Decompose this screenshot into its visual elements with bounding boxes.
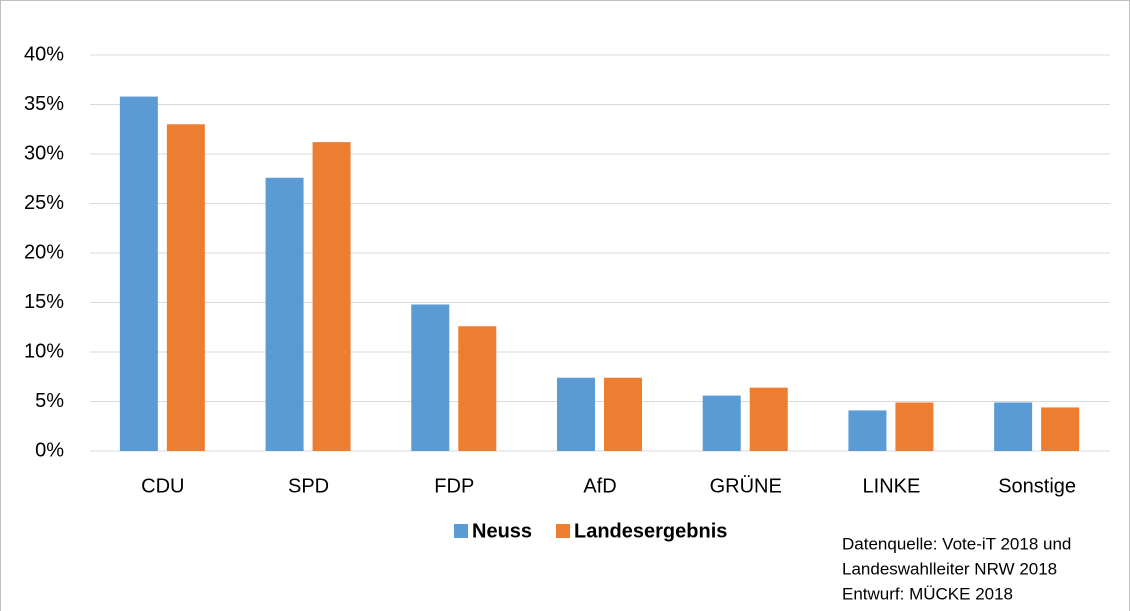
bar <box>166 124 205 452</box>
bar <box>1041 407 1080 451</box>
y-tick-label: 25% <box>24 192 64 214</box>
y-tick-label: 0% <box>35 439 64 461</box>
bar <box>604 377 642 451</box>
bar <box>702 395 741 451</box>
annotation: Datenquelle: Vote-iT 2018 und <box>842 534 1071 553</box>
y-tick-label: 40% <box>24 43 64 65</box>
annotation: Landeswahlleiter NRW 2018 <box>842 559 1057 578</box>
annotation: Entwurf: MÜCKE 2018 <box>842 584 1013 603</box>
bar <box>411 304 450 451</box>
bar <box>119 96 158 451</box>
y-tick-label: 15% <box>24 291 64 313</box>
legend-swatch <box>454 524 468 538</box>
x-tick-label: AfD <box>583 475 616 497</box>
bar <box>895 402 934 451</box>
x-tick-label: FDP <box>434 475 474 497</box>
bar <box>557 377 595 451</box>
y-tick-label: 20% <box>24 241 64 263</box>
bar <box>265 177 304 451</box>
y-tick-label: 35% <box>24 93 64 115</box>
bar <box>312 142 351 451</box>
x-tick-label: LINKE <box>863 475 921 497</box>
bar <box>848 410 887 451</box>
bar <box>458 326 497 451</box>
legend-label: Landesergebnis <box>574 520 727 542</box>
legend-label: Neuss <box>472 520 532 542</box>
x-tick-label: SPD <box>288 475 329 497</box>
y-tick-label: 10% <box>24 340 64 362</box>
bar <box>994 402 1033 451</box>
legend-swatch <box>556 524 570 538</box>
y-tick-label: 5% <box>35 390 64 412</box>
bar <box>749 387 788 451</box>
x-tick-label: GRÜNE <box>710 475 782 497</box>
x-tick-label: Sonstige <box>998 475 1076 497</box>
x-tick-label: CDU <box>141 475 184 497</box>
y-tick-label: 30% <box>24 142 64 164</box>
